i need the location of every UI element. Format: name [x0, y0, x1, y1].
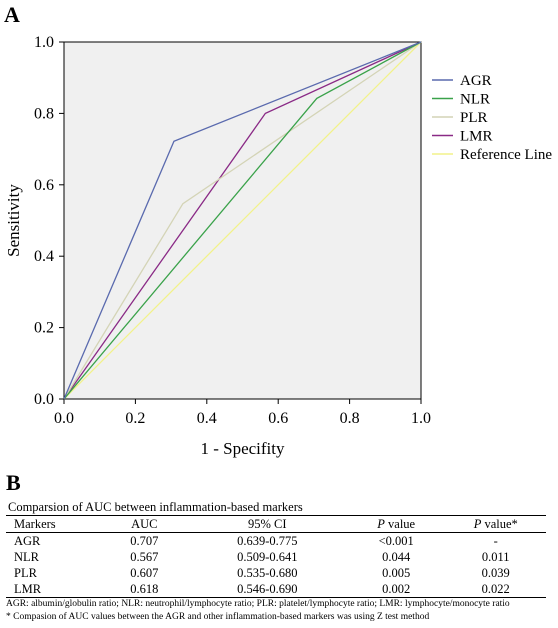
y-axis-title: Sensitivity	[4, 184, 23, 257]
cell-marker: AGR	[14, 534, 41, 548]
series-layer	[63, 41, 422, 400]
cell-p: 0.002	[382, 582, 411, 596]
cell-p2: 0.011	[481, 550, 510, 564]
cell-p2: -	[493, 534, 498, 548]
header-auc: AUC	[131, 517, 158, 531]
axes: 0.0 0.2 0.4 0.6 0.8 1.0 0.0 0.2 0.4 0.6 0.8 1.0	[34, 34, 431, 427]
legend-label: NLR	[460, 92, 490, 108]
header-p-value-star: P value*	[445, 516, 546, 533]
x-tick-label: 0.6	[268, 410, 288, 427]
cell-auc: 0.707	[130, 534, 159, 548]
legend-label: Reference Line	[460, 147, 552, 163]
x-tick-label: 1.0	[411, 410, 431, 427]
auc-table: Markers AUC 95% CI P value P value* AGR …	[6, 515, 546, 598]
series-line-agr	[63, 41, 422, 400]
y-tick-label: 1.0	[34, 34, 54, 51]
cell-marker: PLR	[14, 566, 37, 580]
series-line-plr	[63, 41, 422, 400]
series-line-nlr	[63, 41, 422, 400]
x-tick-label: 0.0	[54, 410, 74, 427]
cell-marker: LMR	[14, 582, 42, 596]
legend-label: LMR	[460, 129, 493, 145]
cell-auc: 0.607	[130, 566, 159, 580]
header-p2-letter: P	[473, 517, 482, 531]
cell-p: 0.005	[382, 566, 411, 580]
footnote-abbreviations: AGR: albumin/globulin ratio; NLR: neutro…	[6, 599, 510, 609]
header-p-value: P value	[347, 516, 446, 533]
x-tick-label: 0.8	[340, 410, 360, 427]
table-header-row: Markers AUC 95% CI P value P value*	[6, 515, 546, 533]
y-tick-label: 0.2	[34, 320, 54, 337]
legend-label: PLR	[460, 110, 488, 126]
header-p-letter: P	[377, 517, 385, 531]
cell-auc: 0.618	[130, 582, 159, 596]
table-row: AGR 0.707 0.639-0.775 <0.001 -	[6, 533, 546, 550]
y-tick-label: 0.8	[34, 105, 54, 122]
x-tick-label: 0.4	[197, 410, 217, 427]
legend: AGR NLR PLR LMR Reference Line	[432, 73, 552, 163]
header-p2-rest: value*	[481, 517, 518, 531]
legend-label: AGR	[460, 73, 492, 89]
series-line-lmr	[63, 41, 422, 400]
header-markers: Markers	[14, 517, 56, 531]
cell-ci: 0.535-0.680	[237, 566, 298, 580]
y-tick-label: 0.6	[34, 177, 54, 194]
footnote-method: * Compasion of AUC values between the AG…	[6, 612, 430, 622]
cell-p2: 0.039	[481, 566, 510, 580]
cell-p2: 0.022	[481, 582, 510, 596]
cell-auc: 0.567	[130, 550, 159, 564]
x-tick-label: 0.2	[125, 410, 145, 427]
cell-p: 0.044	[382, 550, 411, 564]
cell-ci: 0.509-0.641	[237, 550, 298, 564]
panel-b-label: B	[6, 470, 21, 495]
cell-ci: 0.546-0.690	[237, 582, 298, 596]
table-row: PLR 0.607 0.535-0.680 0.005 0.039	[6, 565, 546, 581]
roc-chart: A 0.0 0.2 0.4 0.6 0.8 1.0 0.0 0.2 0.4 0.6 0.8 1.0 A…	[4, 2, 552, 458]
table-caption: Comparsion of AUC between inflammation-b…	[8, 500, 303, 514]
table-row: LMR 0.618 0.546-0.690 0.002 0.022	[6, 581, 546, 598]
header-p-rest: value	[384, 517, 416, 531]
cell-marker: NLR	[14, 550, 39, 564]
panel-a-label: A	[4, 2, 20, 27]
auc-comparison-table: Comparsion of AUC between inflammation-b…	[6, 500, 552, 624]
table-row: NLR 0.567 0.509-0.641 0.044 0.011	[6, 549, 546, 565]
y-tick-label: 0.0	[34, 391, 54, 408]
y-tick-label: 0.4	[34, 248, 54, 265]
header-ci: 95% CI	[248, 517, 287, 531]
cell-p: <0.001	[378, 534, 414, 548]
x-axis-title: 1 - Specifity	[200, 439, 285, 458]
cell-ci: 0.639-0.775	[237, 534, 298, 548]
series-line-reference-line	[63, 41, 422, 400]
